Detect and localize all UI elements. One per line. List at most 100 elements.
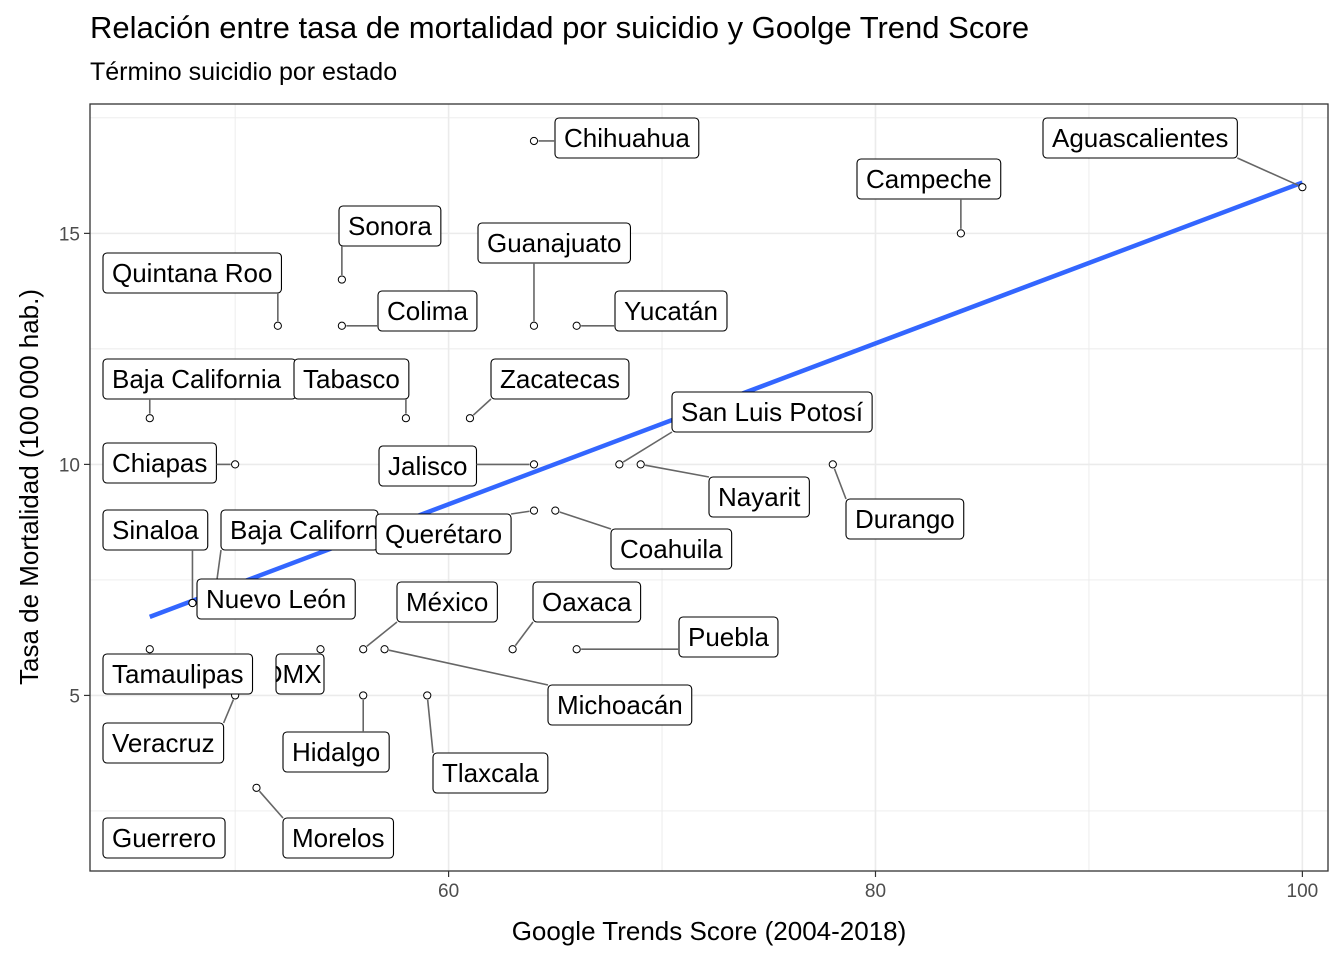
data-point <box>337 321 346 330</box>
data-point <box>401 414 411 423</box>
point-label: Coahuila <box>559 511 733 570</box>
panel-border <box>89 103 1329 872</box>
point-label-text: Tamaulipas <box>112 659 244 689</box>
point-label-text: Chiapas <box>112 448 207 478</box>
data-point <box>615 460 624 469</box>
point-label-text: Veracruz <box>112 728 215 758</box>
y-tick-label: 5 <box>69 686 80 707</box>
point-label: Guerrero <box>102 817 226 859</box>
point-label-text: Zacatecas <box>500 364 620 394</box>
label-connector <box>514 621 534 647</box>
labels-layer: Aguascalientes Chihuahua Campeche Sonora Gua… <box>102 117 1299 859</box>
point-label: Tlaxcala <box>426 699 549 794</box>
point-label: Querétaro <box>375 510 530 555</box>
point-label-text: Puebla <box>688 622 769 652</box>
point-label: Nuevo León <box>196 578 356 620</box>
point-label-text: Yucatán <box>624 296 718 326</box>
point-label-box <box>275 653 325 695</box>
label-connector <box>258 790 284 819</box>
x-tick-label: 100 <box>1287 881 1319 902</box>
label-connector <box>388 649 549 686</box>
point-label-text: Querétaro <box>385 519 502 549</box>
label-connector <box>472 398 492 416</box>
data-point <box>529 321 539 330</box>
point-label-box <box>547 684 693 726</box>
point-label-box <box>477 222 632 264</box>
point-label-text: Michoacán <box>557 690 683 720</box>
label-connector <box>833 468 847 500</box>
data-point <box>359 691 368 700</box>
point-label-text: Baja California <box>112 364 282 394</box>
data-point <box>252 783 261 792</box>
point-label: Veracruz <box>102 699 235 764</box>
point-label: Guanajuato <box>477 222 632 322</box>
data-point <box>572 321 581 330</box>
point-label: Puebla <box>581 616 779 658</box>
point-label-text: Quintana Roo <box>112 258 272 288</box>
point-label-text: Chihuahua <box>564 123 690 153</box>
point-label-text: Tlaxcala <box>442 758 539 788</box>
point-label: Sonora <box>338 205 442 276</box>
y-tick-label: 15 <box>59 224 80 245</box>
point-label: Chihuahua <box>538 117 700 159</box>
point-label-box <box>377 290 478 332</box>
point-label-box <box>102 817 226 859</box>
point-label: Oaxaca <box>514 581 642 647</box>
point-label-text: Colima <box>387 296 468 326</box>
y-axis-title: Tasa de Mortalidad (100 000 hab.) <box>14 289 44 685</box>
point-label-box <box>610 528 733 570</box>
point-label: Zacatecas <box>472 358 630 416</box>
data-point <box>551 506 560 515</box>
point-label-text: Guanajuato <box>487 228 621 258</box>
data-point <box>956 229 965 238</box>
label-connector <box>426 699 434 754</box>
label-connector <box>644 464 710 478</box>
point-label: Durango <box>833 468 965 540</box>
point-label-box <box>102 252 283 294</box>
point-label-text: Coahuila <box>620 534 723 564</box>
point-label-box <box>432 752 549 794</box>
data-point <box>273 321 282 330</box>
label-connector <box>366 621 398 648</box>
point-label: Tamaulipas <box>102 653 254 695</box>
axis-layer: 60 80 100 5 10 15 <box>59 224 1318 902</box>
point-label: Aguascalientes <box>1042 117 1299 187</box>
label-connector <box>222 699 235 724</box>
point-label: Quintana Roo <box>102 252 283 322</box>
point-label-text: CDMX <box>245 659 322 689</box>
data-point <box>359 645 368 654</box>
point-label-box <box>338 205 442 247</box>
points-layer <box>145 136 1307 839</box>
point-label-text: Hidalgo <box>292 737 380 767</box>
point-label: Tabasco <box>293 358 410 414</box>
label-connector <box>1237 157 1299 187</box>
point-label-text: Durango <box>855 504 955 534</box>
point-label-box <box>378 445 478 487</box>
point-label-text: Tabasco <box>303 364 400 394</box>
data-point <box>572 645 581 654</box>
point-label-box <box>856 158 1002 200</box>
data-point <box>145 414 154 423</box>
point-label-box <box>196 578 356 620</box>
point-label-box <box>282 731 390 773</box>
x-tick-label: 80 <box>865 881 886 902</box>
point-label-box <box>102 509 209 551</box>
label-connector <box>559 511 612 530</box>
point-label-text: Oaxaca <box>542 587 632 617</box>
point-label: Sinaloa <box>102 509 209 599</box>
data-point <box>828 460 837 469</box>
data-point <box>231 460 240 469</box>
point-label-box <box>708 476 810 518</box>
data-point <box>508 645 517 654</box>
data-point <box>1298 183 1307 192</box>
data-point <box>529 460 539 469</box>
point-label: Yucatán <box>581 290 728 332</box>
point-label: Nayarit <box>644 464 810 518</box>
data-point <box>316 645 325 654</box>
point-label-text: Nayarit <box>718 482 801 512</box>
point-label-text: San Luis Potosí <box>681 397 864 427</box>
point-label-text: Morelos <box>292 823 384 853</box>
data-point <box>636 460 645 469</box>
point-label-box <box>490 358 630 400</box>
